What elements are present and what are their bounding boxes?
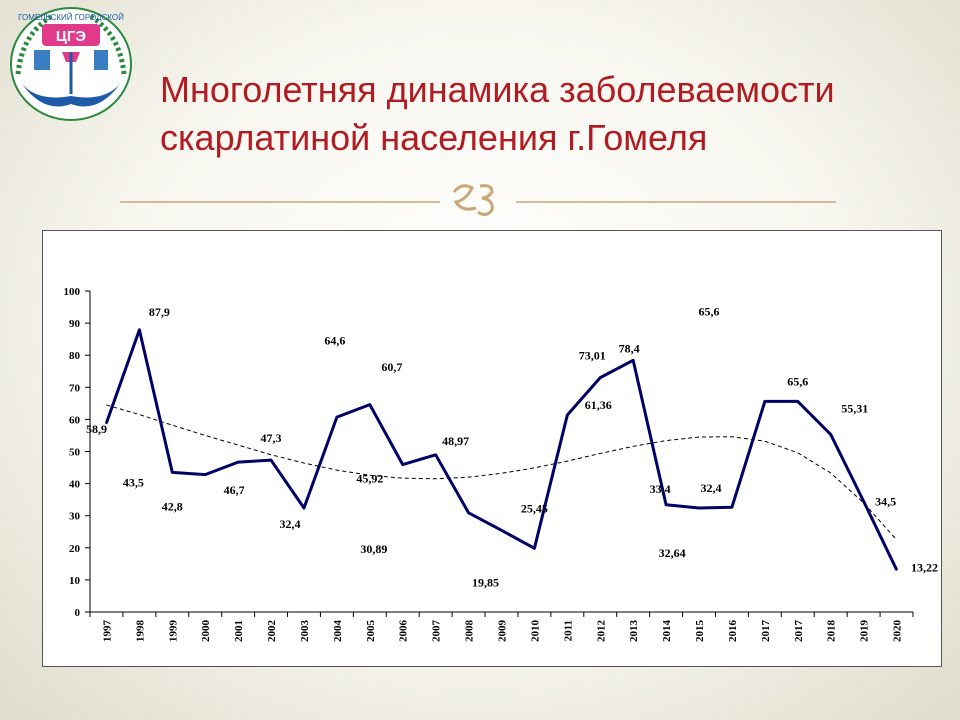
x-tick-label: 2002	[266, 620, 278, 643]
logo: ГОМЕЛЬСКИЙ ГОРОДСКОЙ ЦГЭ	[10, 7, 132, 121]
data-label: 48,97	[442, 434, 469, 448]
x-tick-label: 2019	[859, 620, 871, 643]
x-tick-label: 2017	[793, 620, 805, 643]
data-point	[697, 506, 701, 510]
data-point	[533, 547, 536, 550]
data-label: 33,4	[650, 482, 671, 496]
data-point	[236, 460, 240, 464]
data-label: 32,4	[279, 517, 300, 531]
data-point	[763, 400, 767, 403]
x-tick-label: 2009	[497, 620, 509, 643]
data-label: 47,3	[261, 431, 282, 445]
data-point	[664, 503, 668, 506]
x-tick-label: 2000	[200, 620, 212, 643]
data-point	[401, 463, 404, 466]
data-point	[730, 506, 734, 509]
x-tick-label: 2001	[233, 620, 245, 642]
y-tick-label: 80	[69, 350, 81, 362]
x-tick-label: 1999	[167, 620, 179, 643]
y-tick-label: 50	[69, 447, 81, 459]
x-tick-label: 2020	[892, 620, 904, 643]
x-tick-label: 2014	[661, 620, 673, 643]
ornament-divider	[120, 184, 836, 217]
y-tick-label: 40	[69, 479, 81, 491]
x-tick-label: 2008	[464, 620, 476, 643]
data-point	[500, 529, 503, 532]
trend-line	[106, 404, 897, 541]
data-point	[269, 458, 273, 462]
data-point	[599, 376, 602, 379]
x-tick-label: 2006	[398, 620, 410, 643]
data-label: 65,6	[699, 304, 720, 318]
data-point	[138, 328, 141, 332]
y-tick-label: 0	[75, 607, 81, 619]
x-tick-label: 2010	[529, 620, 541, 643]
data-point	[171, 471, 174, 474]
x-tick-label: 2012	[595, 620, 607, 643]
data-label: 55,31	[841, 401, 868, 415]
chart-panel: 0 10 20 30 40 50 60 70 80 90 100 1997 1998 1999 2000 20…	[42, 230, 942, 667]
data-point	[796, 400, 799, 403]
data-label: 61,36	[585, 398, 612, 412]
y-tick-label: 100	[64, 286, 81, 298]
series-line	[105, 328, 898, 571]
x-tick-label: 2015	[694, 620, 706, 643]
y-tick-label: 20	[69, 543, 81, 555]
x-tick-label: 2007	[431, 620, 443, 643]
data-label: 87,9	[149, 305, 170, 319]
y-tick-label: 90	[69, 318, 81, 330]
x-tick-label: 2016	[727, 620, 739, 643]
x-tick-label: 2013	[628, 620, 640, 643]
y-tick-label: 70	[69, 382, 81, 394]
data-label: 78,4	[619, 341, 640, 355]
data-point	[862, 500, 865, 503]
data-point	[105, 421, 108, 425]
data-label: 46,7	[224, 483, 245, 497]
data-point	[368, 403, 372, 406]
y-tick-label: 60	[69, 414, 81, 426]
data-point	[631, 359, 635, 362]
x-tick-label: 2018	[826, 620, 838, 643]
page-title: Многолетняя динамика заболеваемости скар…	[160, 69, 835, 158]
data-point	[204, 473, 207, 476]
data-label: 73,01	[579, 349, 606, 363]
data-label: 45,92	[356, 472, 383, 486]
data-label: 13,22	[911, 561, 938, 575]
x-tick-label: 2005	[365, 620, 377, 643]
data-label: 64,6	[324, 334, 345, 348]
x-tick-label: 2003	[299, 620, 311, 643]
data-label: 25,45	[521, 501, 548, 515]
data-label: 19,85	[472, 575, 499, 589]
line-chart: 0 10 20 30 40 50 60 70 80 90 100 1997 1998 1999 2000 20…	[64, 286, 939, 643]
logo-top-text: ГОМЕЛЬСКИЙ ГОРОДСКОЙ	[18, 13, 124, 22]
data-label: 42,8	[162, 500, 183, 514]
data-point	[566, 413, 569, 417]
data-point	[335, 415, 339, 419]
data-label: 32,64	[659, 546, 686, 560]
scroll-flourish-icon	[452, 184, 494, 217]
data-label: 58,9	[86, 422, 107, 436]
y-tick-label: 10	[69, 575, 81, 587]
data-point	[829, 433, 832, 436]
data-point	[467, 511, 470, 515]
x-tick-label: 2011	[562, 620, 574, 641]
data-label: 30,89	[360, 542, 387, 556]
x-tick-label: 1997	[101, 620, 113, 643]
data-label: 34,5	[875, 494, 896, 508]
x-tick-label: 1998	[134, 620, 146, 643]
data-point	[434, 453, 437, 457]
data-point	[302, 506, 306, 510]
x-tick-label: 2017	[760, 620, 772, 643]
data-point	[895, 568, 898, 571]
data-label: 43,5	[123, 475, 144, 489]
logo-main-text: ЦГЭ	[56, 28, 86, 45]
data-label: 65,6	[787, 374, 808, 388]
data-label: 32,4	[701, 481, 722, 495]
x-tick-label: 2004	[332, 620, 344, 643]
y-tick-label: 30	[69, 511, 81, 523]
data-label: 60,7	[381, 360, 402, 374]
